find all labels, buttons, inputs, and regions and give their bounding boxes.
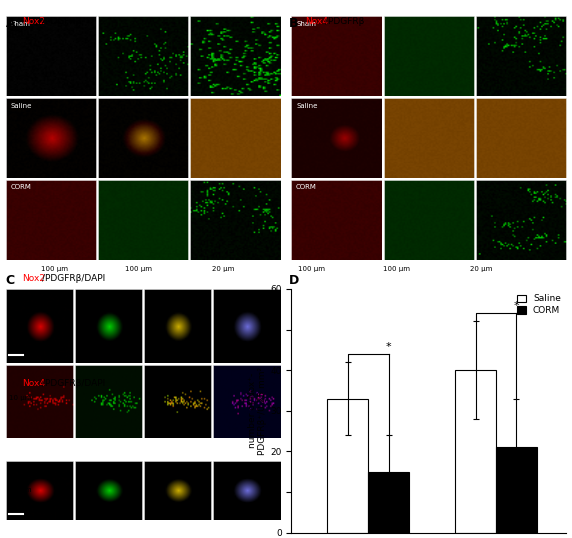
Bar [368,472,409,533]
Text: 10 μm: 10 μm [9,487,31,493]
Bar [496,448,537,533]
Text: Sham: Sham [296,21,316,27]
Text: 10 μm: 10 μm [9,395,31,401]
Text: D: D [289,274,299,287]
Y-axis label: number of Nox⁺-
PDGFRβ⁺/0.25 mm²: number of Nox⁺- PDGFRβ⁺/0.25 mm² [248,367,268,455]
Text: Nox2: Nox2 [22,274,45,284]
Text: *: * [514,301,519,312]
Text: Nox2: Nox2 [22,17,45,26]
Text: CORM: CORM [10,185,31,190]
Text: Sham: Sham [10,21,30,27]
Text: Saline: Saline [296,103,317,109]
Text: CORM: CORM [296,185,317,190]
Text: /PDGFRβ/DAPI: /PDGFRβ/DAPI [42,379,105,388]
Text: C: C [6,274,15,287]
Text: A: A [6,17,15,30]
Text: 100 μm: 100 μm [383,266,410,272]
Bar [455,370,496,533]
Legend: Saline, CORM: Saline, CORM [513,291,565,318]
Text: *: * [386,342,391,352]
Text: 20 μm: 20 μm [470,266,492,272]
Text: 100 μm: 100 μm [298,266,325,272]
Text: /PDGFRβ/DAPI: /PDGFRβ/DAPI [42,274,105,284]
Text: 20 μm: 20 μm [212,266,235,272]
Text: 100 μm: 100 μm [41,266,68,272]
Text: 100 μm: 100 μm [125,266,153,272]
Text: Nox4: Nox4 [22,379,45,388]
Bar [327,399,368,533]
Text: Saline: Saline [10,103,31,109]
Text: B: B [289,17,299,30]
Text: /PDGFRβ: /PDGFRβ [325,17,364,26]
Text: Nox4: Nox4 [305,17,328,26]
Text: /PDGFRβ: /PDGFRβ [42,17,81,26]
